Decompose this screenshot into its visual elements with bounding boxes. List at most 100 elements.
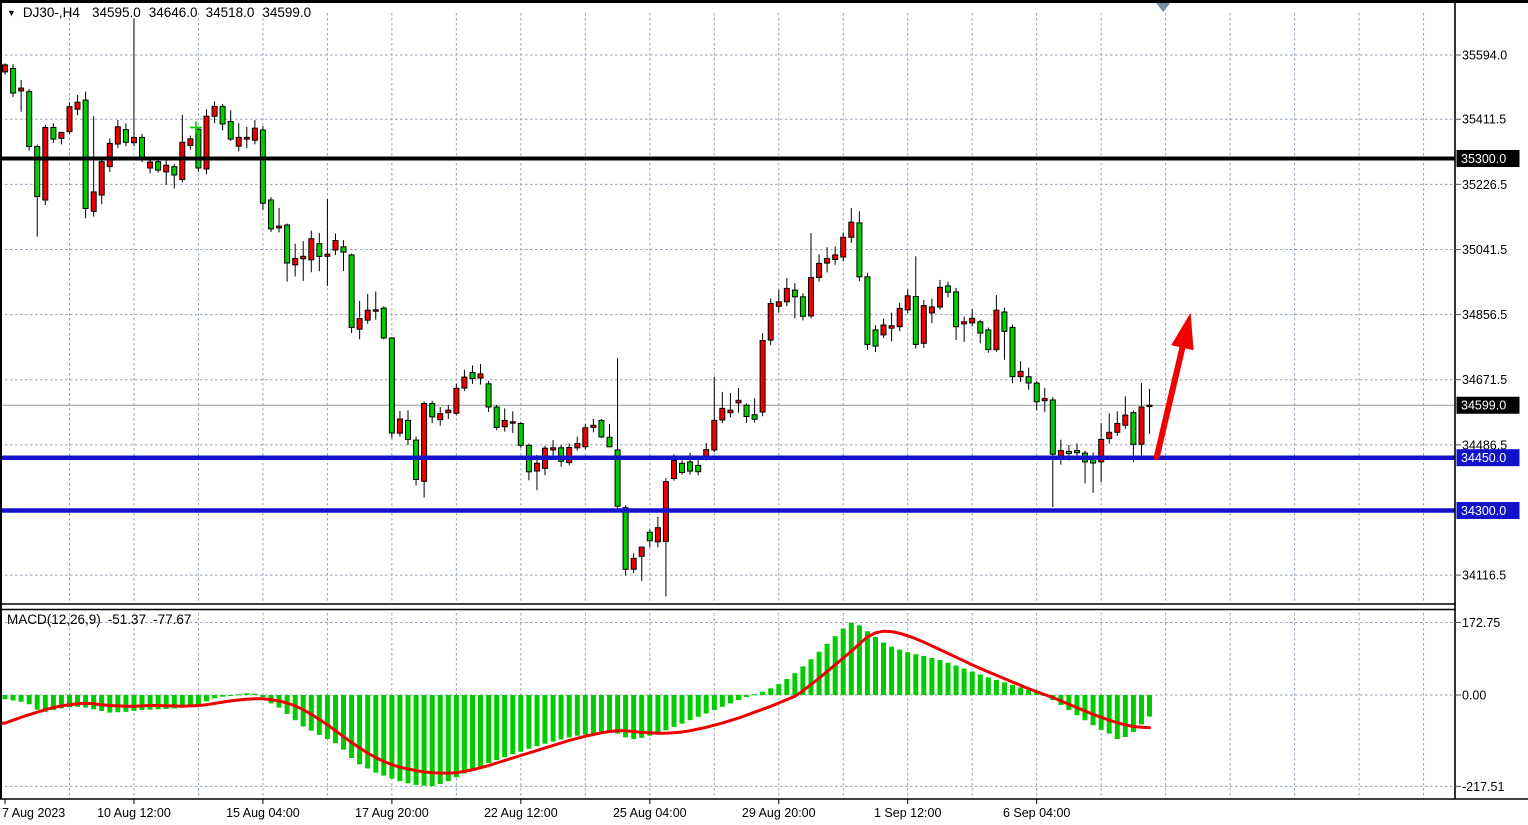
macd-indicator-label: MACD(12,26,9) -51.37 -77.67 — [7, 612, 198, 627]
macd-histogram-bar — [10, 695, 16, 701]
candle — [654, 516, 661, 548]
candle — [155, 158, 162, 173]
macd-histogram-bar — [228, 695, 234, 696]
candle — [66, 102, 73, 134]
candle — [945, 281, 951, 298]
candle — [937, 279, 943, 310]
candle — [1114, 411, 1121, 436]
macd-histogram-bar — [26, 695, 32, 705]
candle — [534, 454, 540, 491]
candle — [332, 233, 339, 255]
candle — [364, 294, 371, 324]
time-axis-area[interactable] — [0, 799, 1528, 825]
macd-axis-tick-label: 0.00 — [1462, 689, 1486, 703]
macd-histogram-bar — [83, 695, 89, 708]
chart-title: ▼ DJ30-,H4 34595.0 34646.0 34518.0 34599.0 — [7, 5, 319, 20]
title-open-value: 34595.0 — [91, 5, 141, 20]
macd-histogram-bar — [590, 695, 596, 734]
macd-histogram-bar — [921, 655, 927, 695]
candle — [614, 358, 621, 511]
candle — [308, 230, 315, 273]
candle — [243, 126, 250, 148]
candle — [1098, 423, 1105, 483]
candle — [58, 131, 65, 145]
macd-histogram-bar — [445, 695, 451, 782]
candle — [501, 408, 508, 432]
price-badge-label: 34599.0 — [1461, 399, 1506, 413]
candle — [179, 114, 186, 183]
candle — [90, 116, 97, 217]
chart-shift-marker-icon[interactable] — [1156, 3, 1171, 12]
macd-histogram-bar — [381, 695, 387, 776]
candle — [1130, 410, 1137, 462]
symbol-dropdown-icon[interactable]: ▼ — [7, 8, 16, 18]
candle — [171, 163, 178, 189]
macd-histogram-bar — [502, 695, 508, 758]
candle — [622, 505, 629, 576]
candle — [848, 208, 855, 243]
window-border-top — [0, 0, 1528, 3]
candle — [509, 411, 516, 433]
candle — [122, 123, 129, 147]
time-axis-tick-label: 6 Sep 04:00 — [1003, 806, 1070, 820]
candle — [356, 301, 363, 340]
macd-histogram-bar — [1066, 695, 1072, 711]
macd-histogram-bar — [961, 668, 967, 695]
macd-histogram-bar — [913, 654, 919, 695]
macd-histogram-bar — [1074, 695, 1080, 716]
macd-histogram-bar — [42, 695, 48, 712]
macd-histogram-bar — [389, 695, 395, 779]
candle — [824, 247, 831, 273]
macd-histogram-bar — [824, 643, 830, 695]
candle — [405, 410, 411, 445]
macd-histogram-bar — [1026, 690, 1032, 695]
macd-histogram-bar — [179, 695, 185, 708]
macd-histogram-bar — [292, 695, 298, 721]
candle — [751, 398, 758, 423]
candle — [388, 337, 395, 439]
candle — [292, 243, 299, 277]
macd-histogram-bar — [816, 651, 822, 695]
macd-histogram-bar — [655, 695, 661, 734]
macd-histogram-bar — [429, 695, 435, 787]
candle — [131, 18, 137, 147]
price-axis-tick-label: 34856.5 — [1462, 308, 1507, 322]
macd-histogram-bar — [582, 695, 588, 735]
candle — [920, 300, 927, 348]
macd-histogram-bar — [1001, 682, 1007, 695]
macd-histogram-bar — [91, 695, 97, 710]
candle — [18, 80, 25, 112]
time-axis-tick-label: 1 Sep 12:00 — [874, 806, 941, 820]
macd-histogram-bar — [518, 695, 524, 752]
macd-histogram-bar — [840, 628, 846, 695]
macd-histogram-bar — [969, 671, 975, 695]
macd-histogram-bar — [566, 695, 572, 738]
macd-histogram-bar — [945, 662, 951, 695]
macd-histogram-bar — [598, 695, 604, 733]
candle — [517, 421, 524, 448]
candle — [791, 283, 798, 319]
time-axis-tick-label: 22 Aug 12:00 — [484, 806, 558, 820]
macd-histogram-bar — [679, 695, 685, 724]
candle — [372, 291, 379, 320]
candle — [380, 306, 387, 340]
macd-histogram-bar — [131, 695, 137, 711]
candle — [477, 364, 484, 385]
candle — [783, 278, 790, 307]
trend-arrow-head[interactable] — [1171, 312, 1194, 351]
macd-histogram-bar — [736, 695, 741, 700]
candle — [469, 365, 476, 384]
macd-histogram-bar — [139, 695, 145, 711]
macd-histogram-bar — [373, 695, 379, 773]
macd-histogram-bar — [550, 695, 556, 742]
candle — [147, 160, 154, 174]
candle — [82, 91, 89, 219]
macd-histogram-bar — [542, 695, 548, 744]
candle — [437, 407, 444, 426]
macd-histogram-bar — [776, 684, 782, 695]
macd-histogram-bar — [647, 695, 653, 736]
time-axis-tick-label: 7 Aug 2023 — [2, 806, 65, 820]
trend-arrow-shaft[interactable] — [1153, 338, 1187, 460]
candle — [1138, 383, 1145, 456]
